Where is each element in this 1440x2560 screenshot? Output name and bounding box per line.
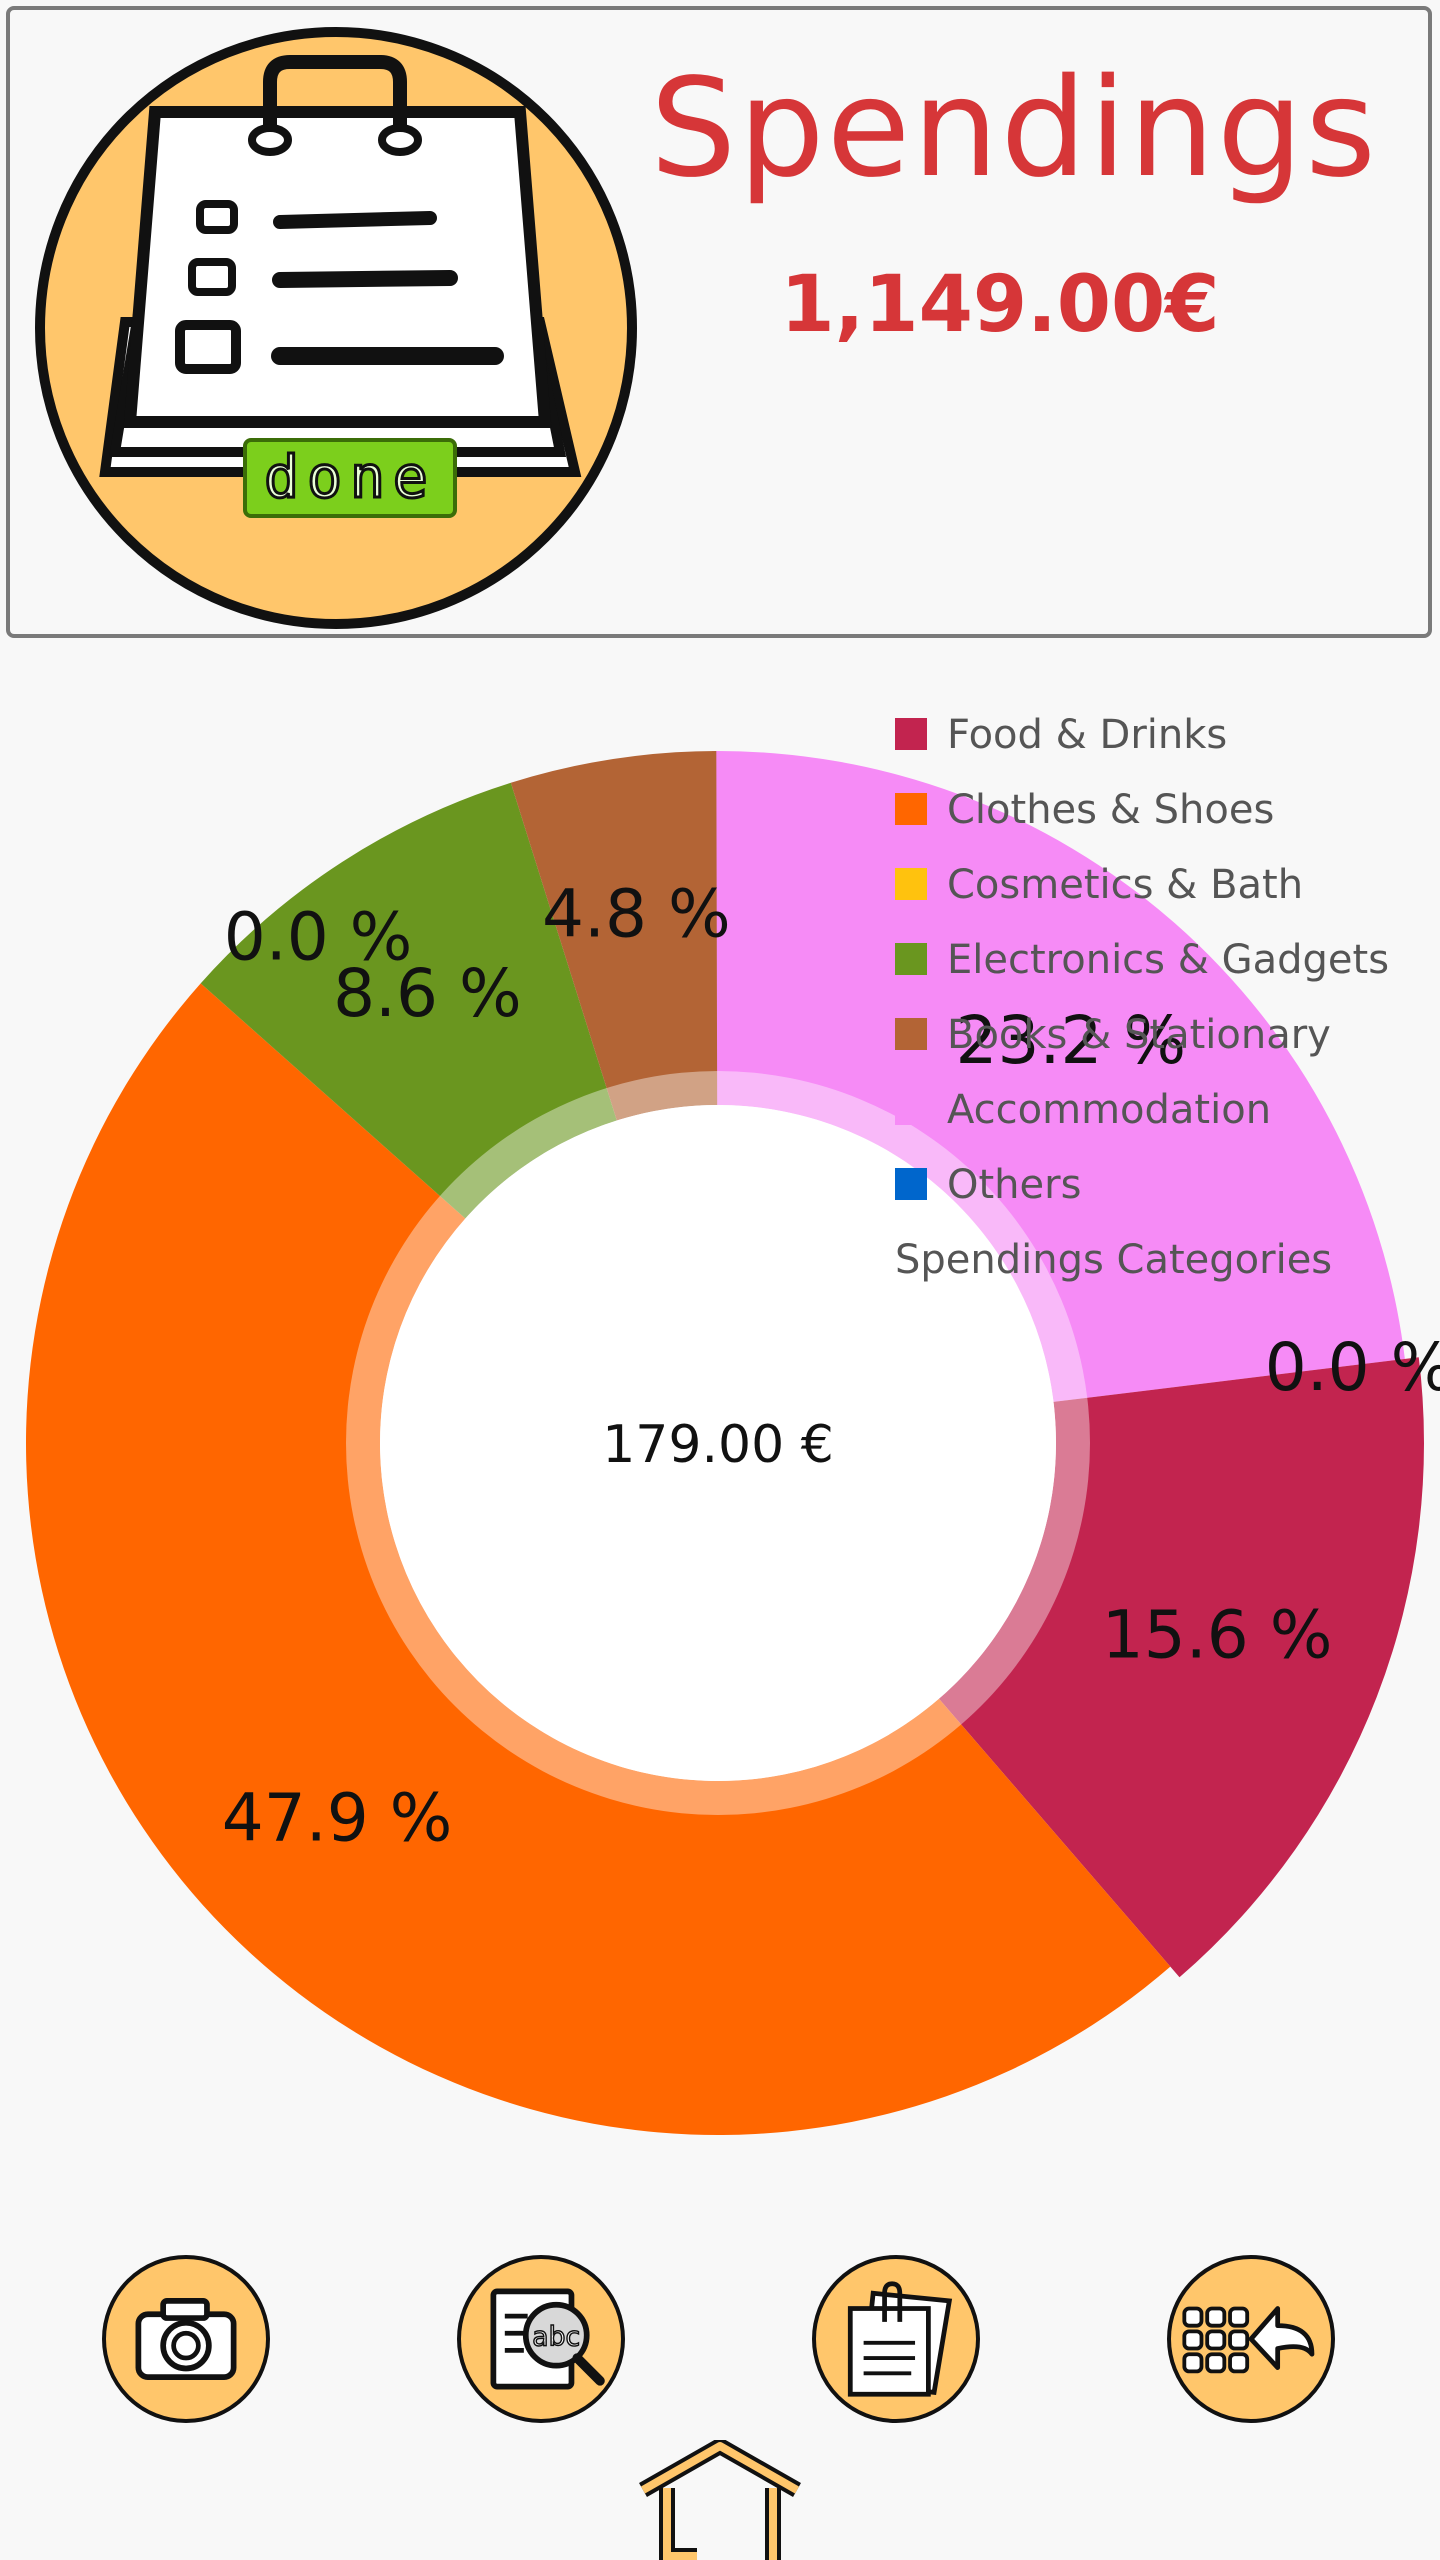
legend-label: Others xyxy=(947,1162,1081,1208)
home-button[interactable] xyxy=(633,2440,807,2560)
donut-slice xyxy=(938,1357,1424,1978)
slice-percent-label: 0.0 % xyxy=(224,899,413,976)
shopping-list-done-logo: done xyxy=(35,27,637,629)
donut-slice xyxy=(200,782,617,1219)
donut-slice xyxy=(711,751,1405,1402)
svg-text:done: done xyxy=(264,443,436,511)
donut-slice xyxy=(26,983,1171,2135)
legend-swatch xyxy=(895,943,927,975)
legend-label: Books & Stationary xyxy=(947,1012,1331,1058)
legend-swatch xyxy=(895,1093,927,1125)
clipboard-notes-button[interactable] xyxy=(812,2255,980,2423)
legend-swatch xyxy=(895,1168,927,1200)
slice-percent-label: 4.8 % xyxy=(542,875,731,952)
legend-title: Spendings Categories xyxy=(895,1237,1332,1283)
slice-percent-label: 15.6 % xyxy=(1102,1597,1333,1674)
legend-label: Cosmetics & Bath xyxy=(947,862,1303,908)
slice-percent-label: 0.0 % xyxy=(1265,1329,1440,1406)
spendings-donut-chart: 179.00 € 23.2 %0.0 %15.6 %47.9 %0.0 %8.6… xyxy=(26,712,1440,2135)
home-icon xyxy=(639,2440,801,2560)
donut-slice xyxy=(510,751,718,1121)
legend-swatch xyxy=(895,718,927,750)
legend-label: Food & Drinks xyxy=(947,712,1227,758)
slice-percent-label: 23.2 % xyxy=(955,1002,1186,1079)
legend-label: Clothes & Shoes xyxy=(947,787,1274,833)
text-search-icon: abc xyxy=(490,2288,605,2390)
slice-percent-label: 47.9 % xyxy=(222,1780,453,1857)
legend-label: Electronics & Gadgets xyxy=(947,937,1389,983)
app-title: Spendings xyxy=(650,50,1379,208)
keypad-back-icon xyxy=(1182,2306,1315,2374)
text-search-button[interactable]: abc xyxy=(457,2255,625,2423)
slice-percent-label: 8.6 % xyxy=(333,955,522,1032)
keypad-back-button[interactable] xyxy=(1167,2255,1335,2423)
center-value: 179.00 € xyxy=(602,1415,834,1475)
legend-label: Accommodation xyxy=(947,1087,1271,1133)
camera-icon xyxy=(135,2298,237,2380)
clipboard-notes-icon xyxy=(847,2281,953,2397)
legend-swatch xyxy=(895,793,927,825)
total-spendings: 1,149.00€ xyxy=(780,260,1220,350)
header-card: done Spendings 1,149.00€ xyxy=(6,6,1432,638)
legend-swatch xyxy=(895,868,927,900)
svg-text:abc: abc xyxy=(532,2322,580,2353)
camera-button[interactable] xyxy=(102,2255,270,2423)
legend-swatch xyxy=(895,1018,927,1050)
